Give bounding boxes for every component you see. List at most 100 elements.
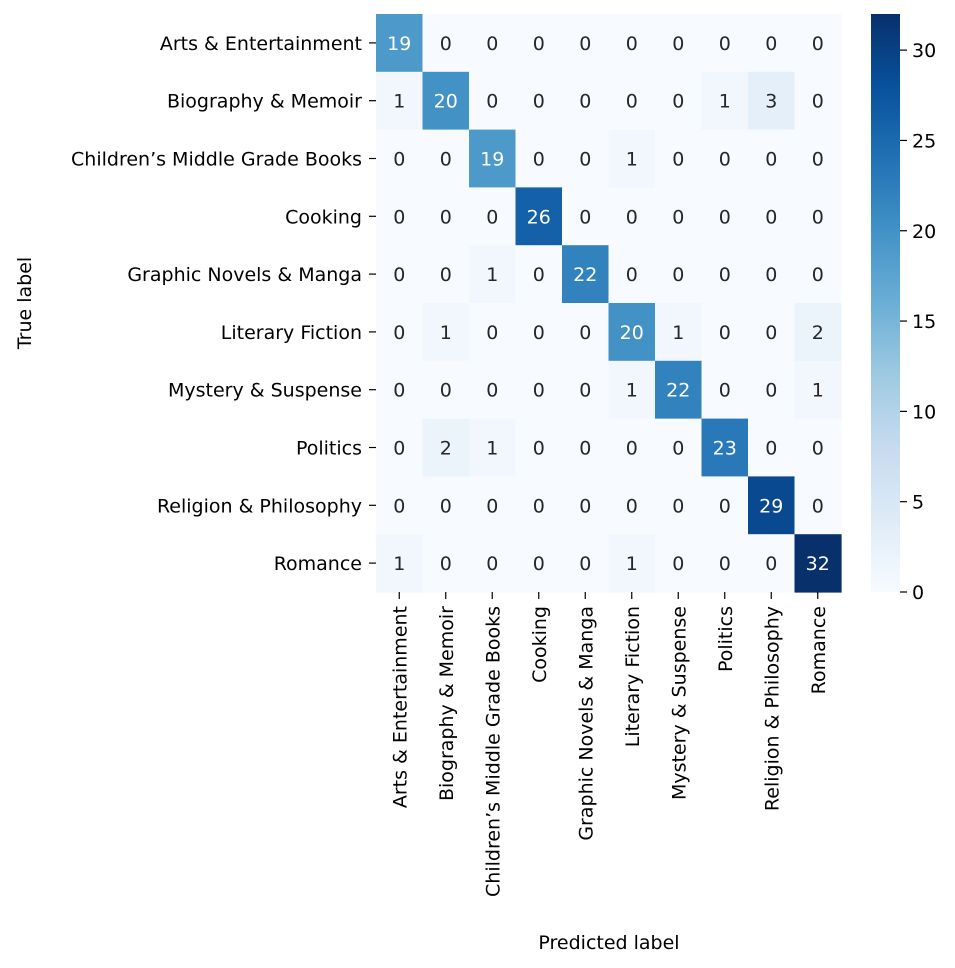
cell-value-label: 0 [393, 149, 405, 171]
cell-value-label: 0 [626, 33, 638, 55]
cell-value-label: 0 [765, 264, 777, 286]
cell-value-label: 0 [812, 495, 824, 517]
y-tick-label: Arts & Entertainment [160, 33, 362, 55]
cell-value-label: 20 [620, 322, 644, 344]
colorbar [871, 14, 900, 592]
cell-value-label: 23 [713, 438, 737, 460]
x-tick-label: Mystery & Suspense [668, 606, 690, 800]
cell-value-label: 0 [719, 322, 731, 344]
x-tick-label: Cooking [529, 606, 551, 683]
x-tick-label: Politics [715, 606, 737, 672]
cell-value-label: 0 [719, 380, 731, 402]
cell-value-label: 0 [812, 91, 824, 113]
y-tick-label: Graphic Novels & Manga [127, 264, 362, 286]
cell-value-label: 0 [393, 206, 405, 228]
cell-value-label: 0 [393, 438, 405, 460]
cell-value-label: 1 [812, 380, 824, 402]
cell-value-label: 0 [812, 438, 824, 460]
cell-value-label: 0 [765, 380, 777, 402]
cell-value-label: 19 [480, 149, 504, 171]
cell-value-label: 0 [626, 438, 638, 460]
heatmap-cells: 19 0 0 0 0 0 0 0 0 01 20 0 0 0 0 0 1 3 00 0 19 0 0 1 0 0 0 00 0 0 26 0 0… [376, 14, 842, 593]
y-axis-ticks: Arts & Entertainment Biography & Memoir Ch… [71, 33, 376, 575]
cell-value-label: 0 [765, 553, 777, 575]
cell-value-label: 20 [434, 91, 458, 113]
cell-value-label: 0 [486, 206, 498, 228]
colorbar-tick-label: 0 [912, 582, 924, 604]
cell-value-label: 0 [626, 495, 638, 517]
cell-value-label: 0 [719, 495, 731, 517]
cell-value-label: 0 [533, 322, 545, 344]
cell-value-label: 0 [719, 264, 731, 286]
y-tick-label: Children’s Middle Grade Books [71, 149, 362, 171]
cell-value-label: 32 [806, 553, 830, 575]
x-tick-label: Religion & Philosophy [761, 606, 783, 811]
cell-value-label: 0 [579, 33, 591, 55]
cell-value-label: 0 [672, 495, 684, 517]
cell-value-label: 0 [440, 33, 452, 55]
cell-value-label: 0 [579, 495, 591, 517]
cell-value-label: 0 [393, 322, 405, 344]
cell-value-label: 0 [393, 380, 405, 402]
colorbar-tick-label: 30 [912, 40, 936, 62]
x-axis-label: Predicted label [538, 932, 679, 954]
cell-value-label: 1 [440, 322, 452, 344]
cell-value-label: 0 [719, 553, 731, 575]
cell-value-label: 1 [672, 322, 684, 344]
cell-value-label: 0 [486, 322, 498, 344]
cell-value-label: 0 [533, 91, 545, 113]
cell-value-label: 0 [533, 33, 545, 55]
cell-value-label: 22 [573, 264, 597, 286]
colorbar-tick-label: 10 [912, 401, 936, 423]
y-tick-label: Romance [274, 553, 362, 575]
x-tick-label: Children’s Middle Grade Books [482, 606, 504, 897]
cell-value-label: 1 [719, 91, 731, 113]
cell-value-label: 0 [672, 33, 684, 55]
cell-value-label: 0 [765, 438, 777, 460]
cell-value-label: 0 [579, 206, 591, 228]
y-tick-label: Biography & Memoir [167, 91, 362, 113]
cell-value-label: 1 [626, 380, 638, 402]
cell-value-label: 0 [533, 495, 545, 517]
x-tick-label: Romance [808, 606, 830, 694]
cell-value-label: 2 [440, 438, 452, 460]
colorbar-tick-label: 5 [912, 492, 924, 514]
cell-value-label: 0 [626, 91, 638, 113]
cell-value-label: 0 [579, 380, 591, 402]
cell-value-label: 0 [672, 264, 684, 286]
cell-value-label: 0 [440, 206, 452, 228]
cell-value-label: 19 [387, 33, 411, 55]
cell-value-label: 0 [765, 149, 777, 171]
cell-value-label: 1 [393, 91, 405, 113]
x-tick-label: Graphic Novels & Manga [575, 606, 597, 841]
colorbar-tick-label: 15 [912, 311, 936, 333]
cell-value-label: 0 [440, 495, 452, 517]
y-tick-label: Cooking [285, 206, 362, 228]
y-tick-label: Religion & Philosophy [157, 495, 362, 517]
cell-value-label: 1 [486, 264, 498, 286]
cell-value-label: 0 [393, 264, 405, 286]
cell-value-label: 0 [486, 380, 498, 402]
cell-value-label: 0 [579, 91, 591, 113]
cell-value-label: 0 [486, 33, 498, 55]
cell-value-label: 1 [393, 553, 405, 575]
cell-value-label: 0 [486, 495, 498, 517]
x-tick-label: Literary Fiction [622, 606, 644, 747]
cell-value-label: 0 [440, 264, 452, 286]
cell-value-label: 0 [626, 206, 638, 228]
x-tick-label: Biography & Memoir [436, 606, 458, 801]
cell-value-label: 26 [527, 206, 551, 228]
cell-value-label: 29 [759, 495, 783, 517]
cell-value-label: 0 [393, 495, 405, 517]
cell-value-label: 0 [533, 149, 545, 171]
cell-value-label: 0 [672, 438, 684, 460]
cell-value-label: 0 [812, 149, 824, 171]
cell-value-label: 2 [812, 322, 824, 344]
cell-value-label: 1 [626, 553, 638, 575]
cell-value-label: 0 [672, 91, 684, 113]
cell-value-label: 0 [672, 206, 684, 228]
cell-value-label: 0 [486, 553, 498, 575]
y-tick-label: Literary Fiction [221, 322, 362, 344]
cell-value-label: 0 [626, 264, 638, 286]
